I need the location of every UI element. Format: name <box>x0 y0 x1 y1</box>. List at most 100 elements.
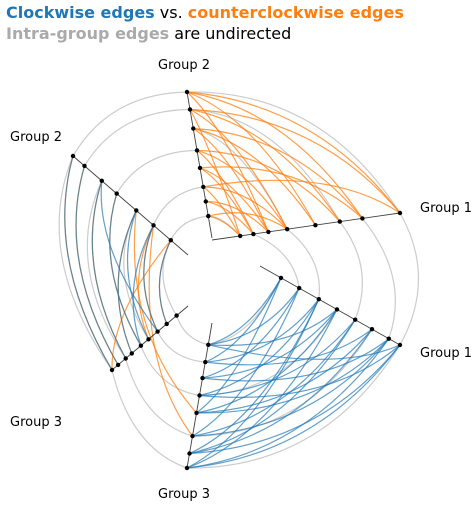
node <box>187 107 193 112</box>
intra-edge <box>208 215 241 237</box>
node <box>360 216 365 221</box>
clockwise-edge <box>202 309 338 379</box>
node <box>109 367 115 373</box>
clockwise-edge <box>91 180 127 359</box>
node <box>201 184 206 190</box>
counterclockwise-edge <box>208 215 241 237</box>
intra-edge <box>253 233 300 289</box>
axis-line-g1b <box>259 265 401 346</box>
node <box>369 327 375 332</box>
node <box>191 126 196 131</box>
clockwise-edge <box>64 155 113 371</box>
node <box>206 213 211 219</box>
node <box>184 465 190 471</box>
node <box>197 165 203 171</box>
group-labels: Group 1 Group 1 Group 2 Group 2 Group 3 Group… <box>10 58 472 502</box>
intra-edge <box>111 369 188 469</box>
intra-edge <box>86 180 127 359</box>
group-label-g3b: Group 3 <box>158 487 210 502</box>
undirected-title: are undirected <box>174 24 292 43</box>
counterclockwise-edge <box>91 180 127 359</box>
node <box>334 307 340 312</box>
node <box>123 356 128 361</box>
clockwise-edge <box>143 225 159 332</box>
clockwise-edge <box>186 298 320 469</box>
intra-edge <box>157 331 206 363</box>
node <box>278 275 284 281</box>
intra-edge <box>339 221 364 320</box>
counterclockwise-edge <box>196 149 288 230</box>
counterclockwise-edge <box>203 179 401 214</box>
node <box>115 362 121 368</box>
group-label-g2b: Group 2 <box>10 130 62 145</box>
clockwise-edge <box>186 309 338 469</box>
counterclockwise-edge <box>186 91 316 226</box>
clockwise-edge <box>75 165 119 366</box>
node <box>297 285 302 291</box>
nodes <box>70 89 403 471</box>
intra-edge <box>152 186 204 226</box>
intra-edges <box>58 91 419 469</box>
intra-edge <box>72 91 188 157</box>
node <box>99 178 105 183</box>
clockwise-edge <box>158 239 172 325</box>
counterclockwise-edge <box>189 108 401 214</box>
node <box>397 342 403 348</box>
clockwise-edge <box>202 338 390 382</box>
intra-edge <box>125 358 193 437</box>
clockwise-edge <box>196 338 390 414</box>
clockwise-edge <box>202 287 300 379</box>
node <box>194 148 200 153</box>
clockwise-edge <box>192 287 300 437</box>
clockwise-edge <box>189 298 320 455</box>
intra-edge <box>186 91 401 214</box>
intra-edge <box>116 149 198 194</box>
counterclockwise-edge <box>199 166 363 219</box>
counterclockwise-edge <box>148 225 193 437</box>
node <box>197 393 202 398</box>
clockwise-edge <box>100 180 159 332</box>
intra-edge <box>186 344 401 469</box>
node <box>200 375 205 381</box>
clockwise-edge <box>199 319 356 397</box>
intra-edge <box>58 155 113 371</box>
counterclockwise-edge <box>193 127 363 219</box>
axis-line-g2b <box>72 155 189 256</box>
clockwise-edge <box>196 328 373 414</box>
clockwise-edge <box>132 225 155 346</box>
counterclockwise-edge <box>205 200 254 235</box>
node <box>138 343 144 348</box>
clockwise-edge <box>189 319 356 455</box>
axis-line-g1a <box>211 212 401 241</box>
clockwise-edge <box>199 298 320 397</box>
clockwise-edge <box>205 277 282 363</box>
clockwise-edge <box>192 319 356 437</box>
clockwise-edge <box>208 277 282 346</box>
clockwise-title: Clockwise edges <box>6 3 155 22</box>
node <box>190 433 195 439</box>
clockwise-edge <box>189 328 373 455</box>
axis-line-g2a <box>186 91 213 239</box>
node <box>353 317 358 322</box>
counterclockwise-edge <box>199 167 254 235</box>
node <box>129 351 134 356</box>
counterclockwise-edge <box>186 91 269 233</box>
intra-edge <box>170 215 209 241</box>
node <box>203 359 208 365</box>
clockwise-edge <box>208 308 338 346</box>
intra-edge <box>189 108 341 222</box>
intra-edge <box>399 212 419 346</box>
counterclockwise-edge <box>189 108 288 230</box>
node <box>164 321 169 327</box>
intra-edge <box>176 315 209 346</box>
clockwise-edge <box>126 210 150 340</box>
group-label-g1b: Group 1 <box>420 346 472 361</box>
node <box>266 229 271 235</box>
counterclockwise-edge <box>205 200 269 233</box>
node <box>168 238 173 243</box>
clockwise-edge <box>205 298 320 363</box>
clockwise-edges <box>64 155 401 469</box>
counterclockwise-edge <box>186 91 401 214</box>
intra-edge <box>286 228 320 300</box>
counterclockwise-edge <box>192 127 269 233</box>
